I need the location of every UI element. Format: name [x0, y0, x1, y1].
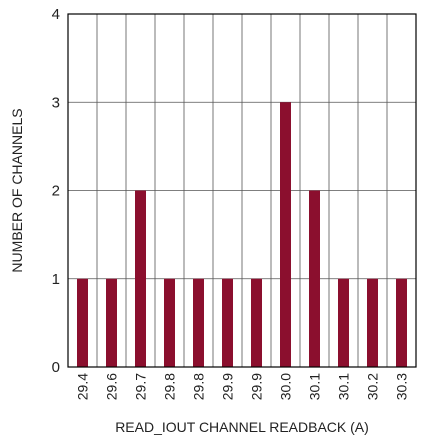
- x-tick-labels: 29.4 29.6 29.7 29.8 29.8 29.9 29.9 30.0 30.1 30.1…: [75, 373, 410, 400]
- bar: [367, 278, 378, 367]
- bar: [135, 190, 146, 367]
- bar: [164, 278, 175, 367]
- plot-frame: [67, 13, 417, 368]
- y-tick-label: 4: [52, 6, 60, 23]
- x-tick-label: 30.1: [336, 373, 352, 400]
- bar: [106, 278, 117, 367]
- bar: [251, 278, 262, 367]
- x-tick-label: 29.8: [162, 373, 178, 400]
- y-tick-label: 1: [52, 271, 60, 288]
- y-tick-label: 2: [52, 183, 60, 200]
- bar: [396, 278, 407, 367]
- bar: [193, 278, 204, 367]
- x-tick-label: 29.9: [220, 373, 236, 400]
- y-tick-labels: 0 1 2 3 4: [52, 6, 60, 376]
- x-axis-label: READ_IOUT CHANNEL READBACK (A): [115, 419, 369, 435]
- y-tick-label: 3: [52, 94, 60, 111]
- x-tick-label: 30.3: [394, 373, 410, 400]
- bars-group: [77, 102, 407, 367]
- x-tick-label: 29.6: [104, 373, 120, 400]
- y-tick-label: 0: [52, 359, 60, 376]
- x-tick-label: 29.4: [75, 373, 91, 400]
- grid-lines: [68, 14, 416, 367]
- x-tick-label: 30.0: [278, 373, 294, 400]
- y-axis-label: NUMBER OF CHANNELS: [9, 108, 25, 272]
- bar: [309, 190, 320, 367]
- bar: [280, 102, 291, 367]
- bar: [222, 278, 233, 367]
- bar: [77, 278, 88, 367]
- x-tick-label: 30.1: [307, 373, 323, 400]
- x-tick-label: 29.7: [133, 373, 149, 400]
- bar: [338, 278, 349, 367]
- x-tick-label: 29.8: [191, 373, 207, 400]
- x-tick-label: 30.2: [365, 373, 381, 400]
- x-tick-label: 29.9: [249, 373, 265, 400]
